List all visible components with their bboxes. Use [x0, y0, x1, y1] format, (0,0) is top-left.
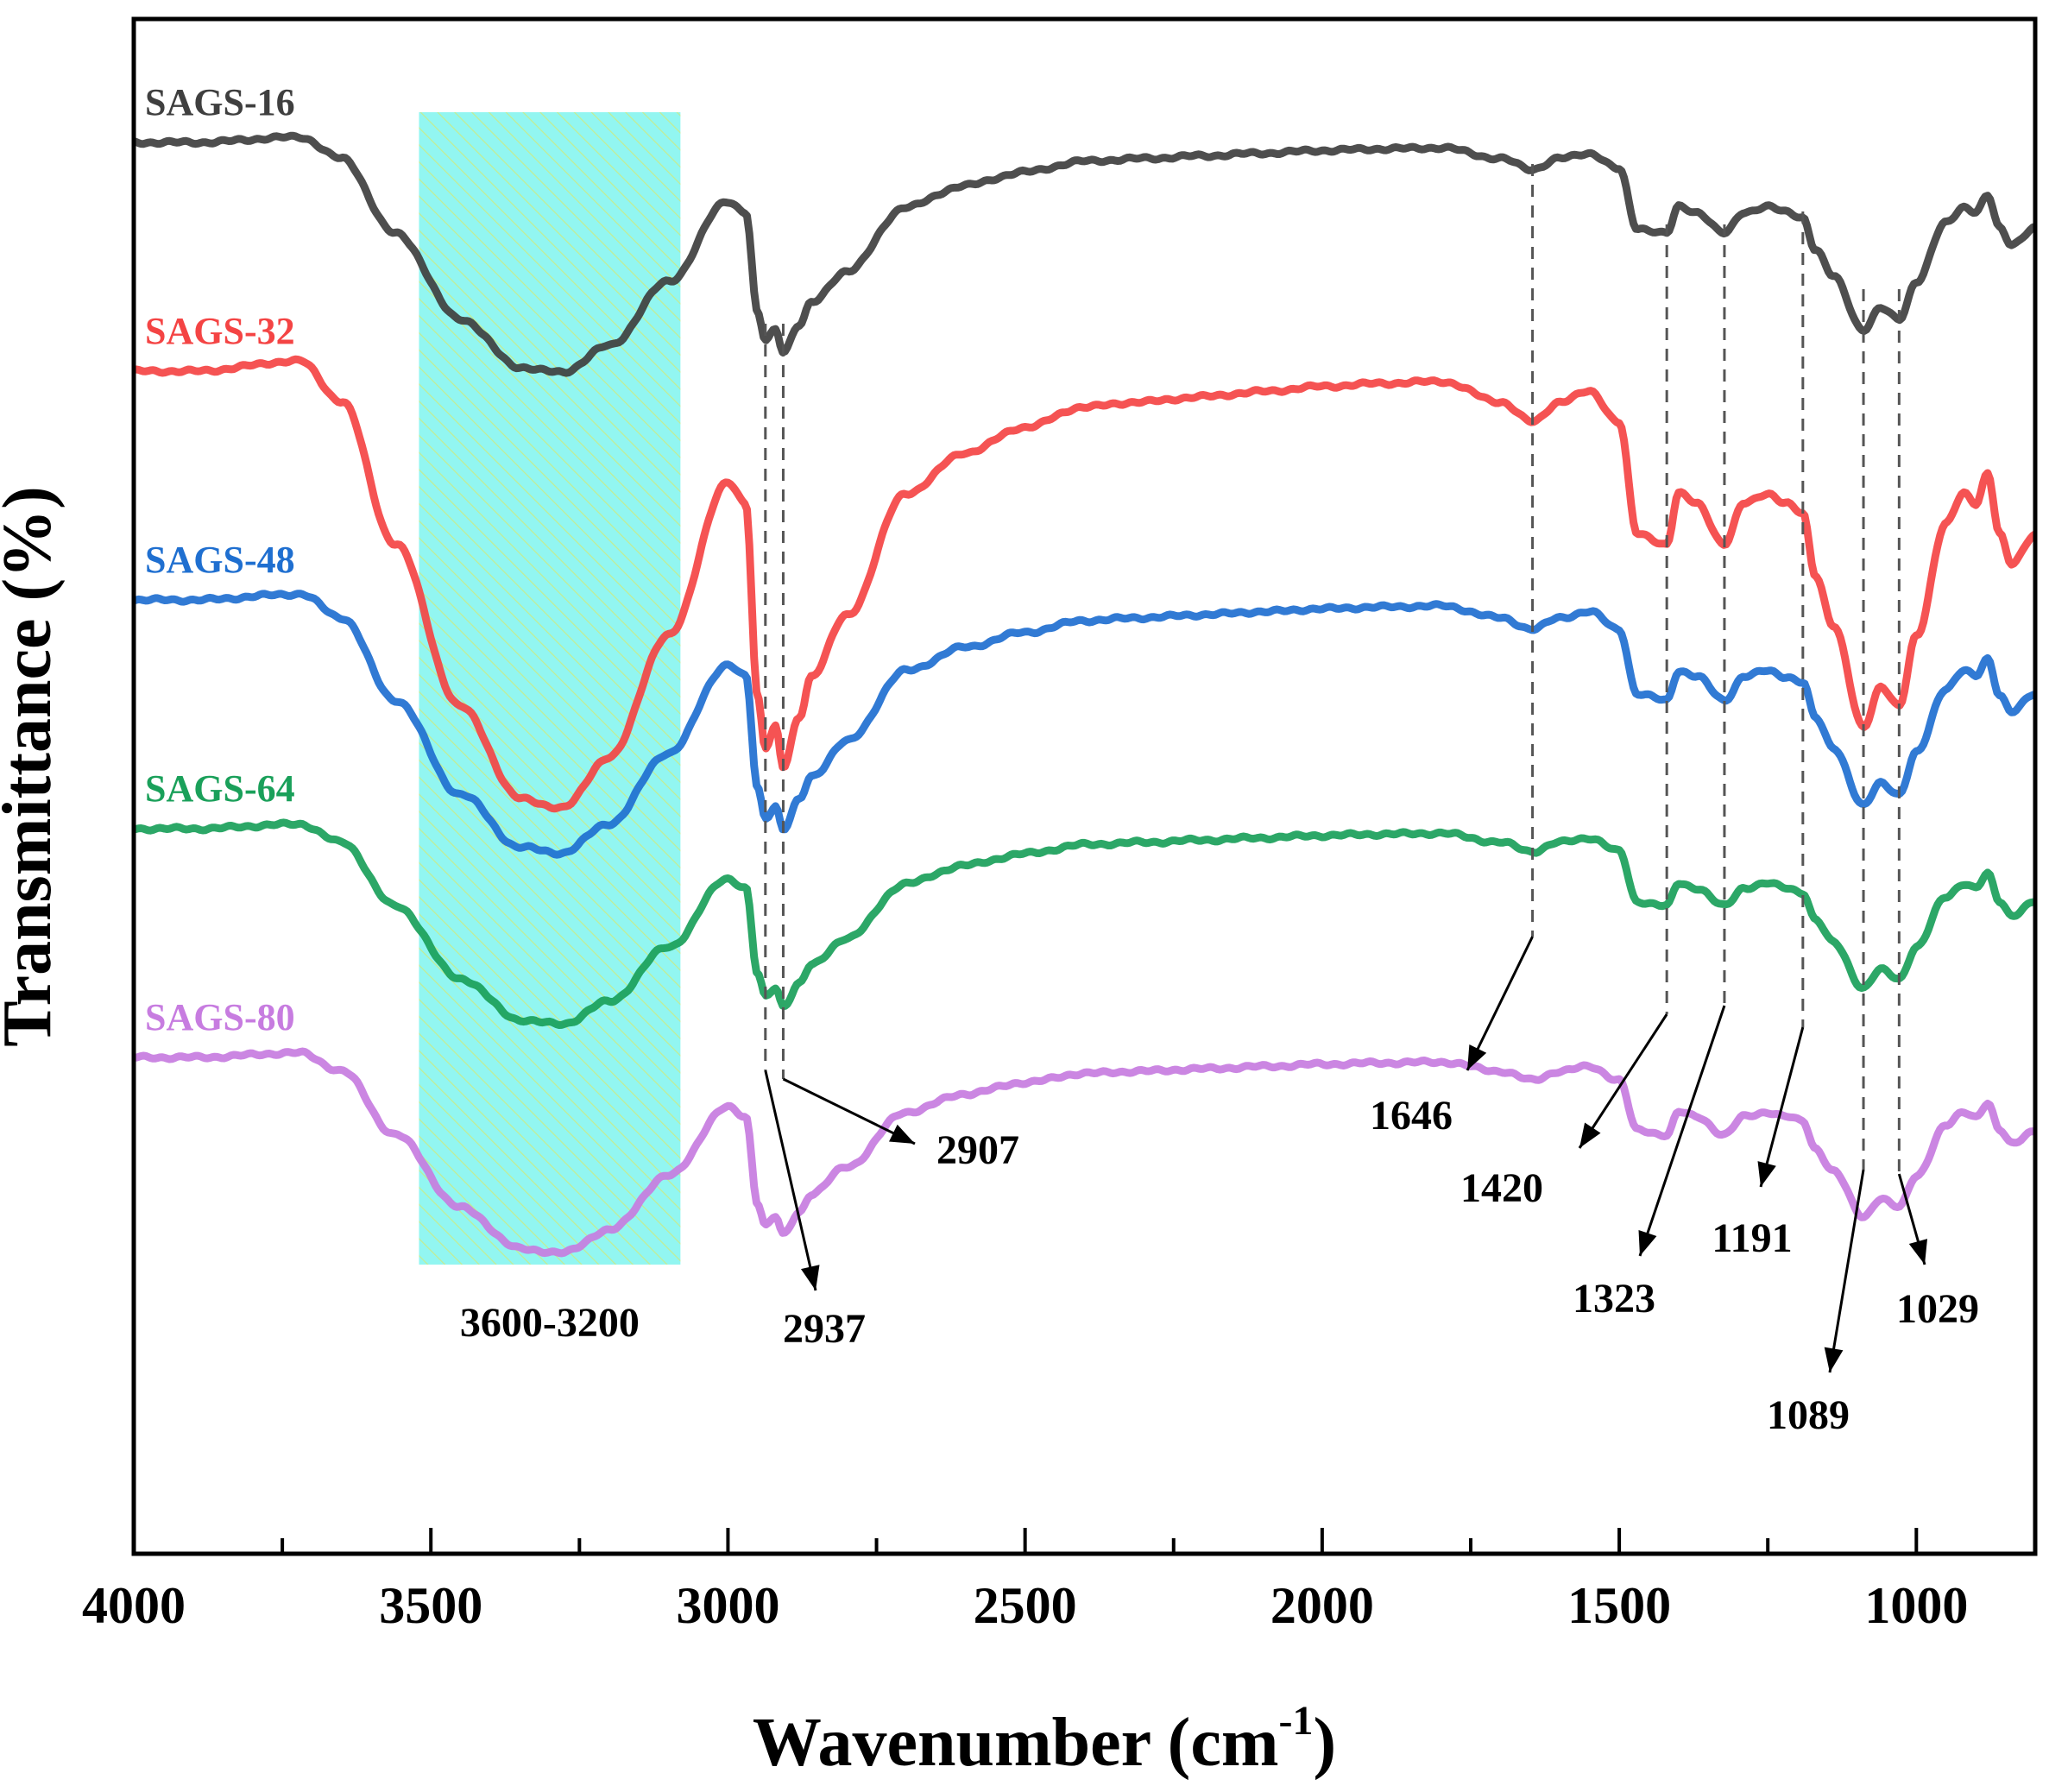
- peak-arrow-1323: [1638, 1005, 1726, 1257]
- peak-arrowhead-1646: [1467, 1044, 1487, 1070]
- peak-label-2937: 2937: [783, 1306, 866, 1352]
- x-axis-label-superscript: -1: [1278, 1698, 1313, 1744]
- x-tick-label: 1500: [1567, 1577, 1671, 1634]
- peak-arrow-2907: [782, 1077, 916, 1145]
- peak-arrowhead-2907: [889, 1124, 915, 1144]
- x-ticks: 4000 3500 3000 2500 2000 1500 1000: [82, 1528, 1968, 1634]
- x-tick-label: 4000: [82, 1577, 186, 1634]
- peak-arrow-1646: [1466, 936, 1534, 1071]
- series-label-sags-64: SAGS-64: [145, 767, 295, 810]
- guide-layer: [764, 164, 1901, 1174]
- series-layer: SAGS-16 SAGS-32 SAGS-48 SAGS-64 SAGS-80: [132, 81, 2038, 1258]
- peak-arrowhead-1323: [1638, 1230, 1657, 1256]
- series-line-sags-80: [132, 1047, 2037, 1258]
- peak-arrow-2937: [764, 1070, 817, 1291]
- x-tick-label: 1000: [1864, 1577, 1968, 1634]
- peak-label-1191: 1191: [1712, 1215, 1792, 1261]
- band-label: 3600-3200: [460, 1300, 640, 1346]
- series-label-sags-32: SAGS-32: [145, 310, 295, 352]
- series-line-sags-64: [132, 818, 2037, 1029]
- peak-arrow-1191: [1759, 1026, 1805, 1188]
- peak-arrowhead-1089: [1824, 1347, 1844, 1372]
- peak-arrowhead-2937: [801, 1265, 820, 1290]
- peak-arrowhead-1420: [1579, 1122, 1601, 1148]
- series-line-sags-32: [132, 355, 2038, 813]
- peak-label-1646: 1646: [1370, 1093, 1453, 1139]
- peak-label-1420: 1420: [1460, 1165, 1543, 1211]
- x-tick-label: 3000: [676, 1577, 779, 1634]
- x-tick-label: 2000: [1270, 1577, 1374, 1634]
- x-tick-label: 2500: [974, 1577, 1077, 1634]
- x-axis-label-main: Wavenumber (cm: [753, 1705, 1279, 1781]
- series-label-sags-48: SAGS-48: [145, 539, 295, 581]
- x-tick-label: 3500: [379, 1577, 482, 1634]
- series-label-sags-80: SAGS-80: [145, 996, 295, 1038]
- band-group: [419, 112, 681, 1265]
- series-label-sags-16: SAGS-16: [145, 81, 295, 123]
- x-axis-label: Wavenumber (cm-1): [753, 1698, 1336, 1781]
- peak-label-1089: 1089: [1767, 1392, 1850, 1438]
- series-line-sags-48: [132, 590, 2037, 859]
- peak-label-1323: 1323: [1573, 1276, 1655, 1322]
- peak-arrow-1420: [1578, 1013, 1668, 1149]
- peak-label-2907: 2907: [936, 1127, 1019, 1173]
- y-axis-label: Transmittance (%): [0, 486, 66, 1047]
- band-hatch: [419, 112, 681, 1265]
- series-line-sags-16: [132, 131, 2037, 377]
- peak-arrowhead-1191: [1757, 1161, 1776, 1187]
- peak-arrowhead-1029: [1908, 1239, 1927, 1265]
- plot-frame: [131, 16, 2038, 1556]
- x-axis-label-close: ): [1313, 1705, 1336, 1781]
- peak-arrow-1089: [1828, 1169, 1865, 1373]
- peak-label-1029: 1029: [1896, 1286, 1979, 1332]
